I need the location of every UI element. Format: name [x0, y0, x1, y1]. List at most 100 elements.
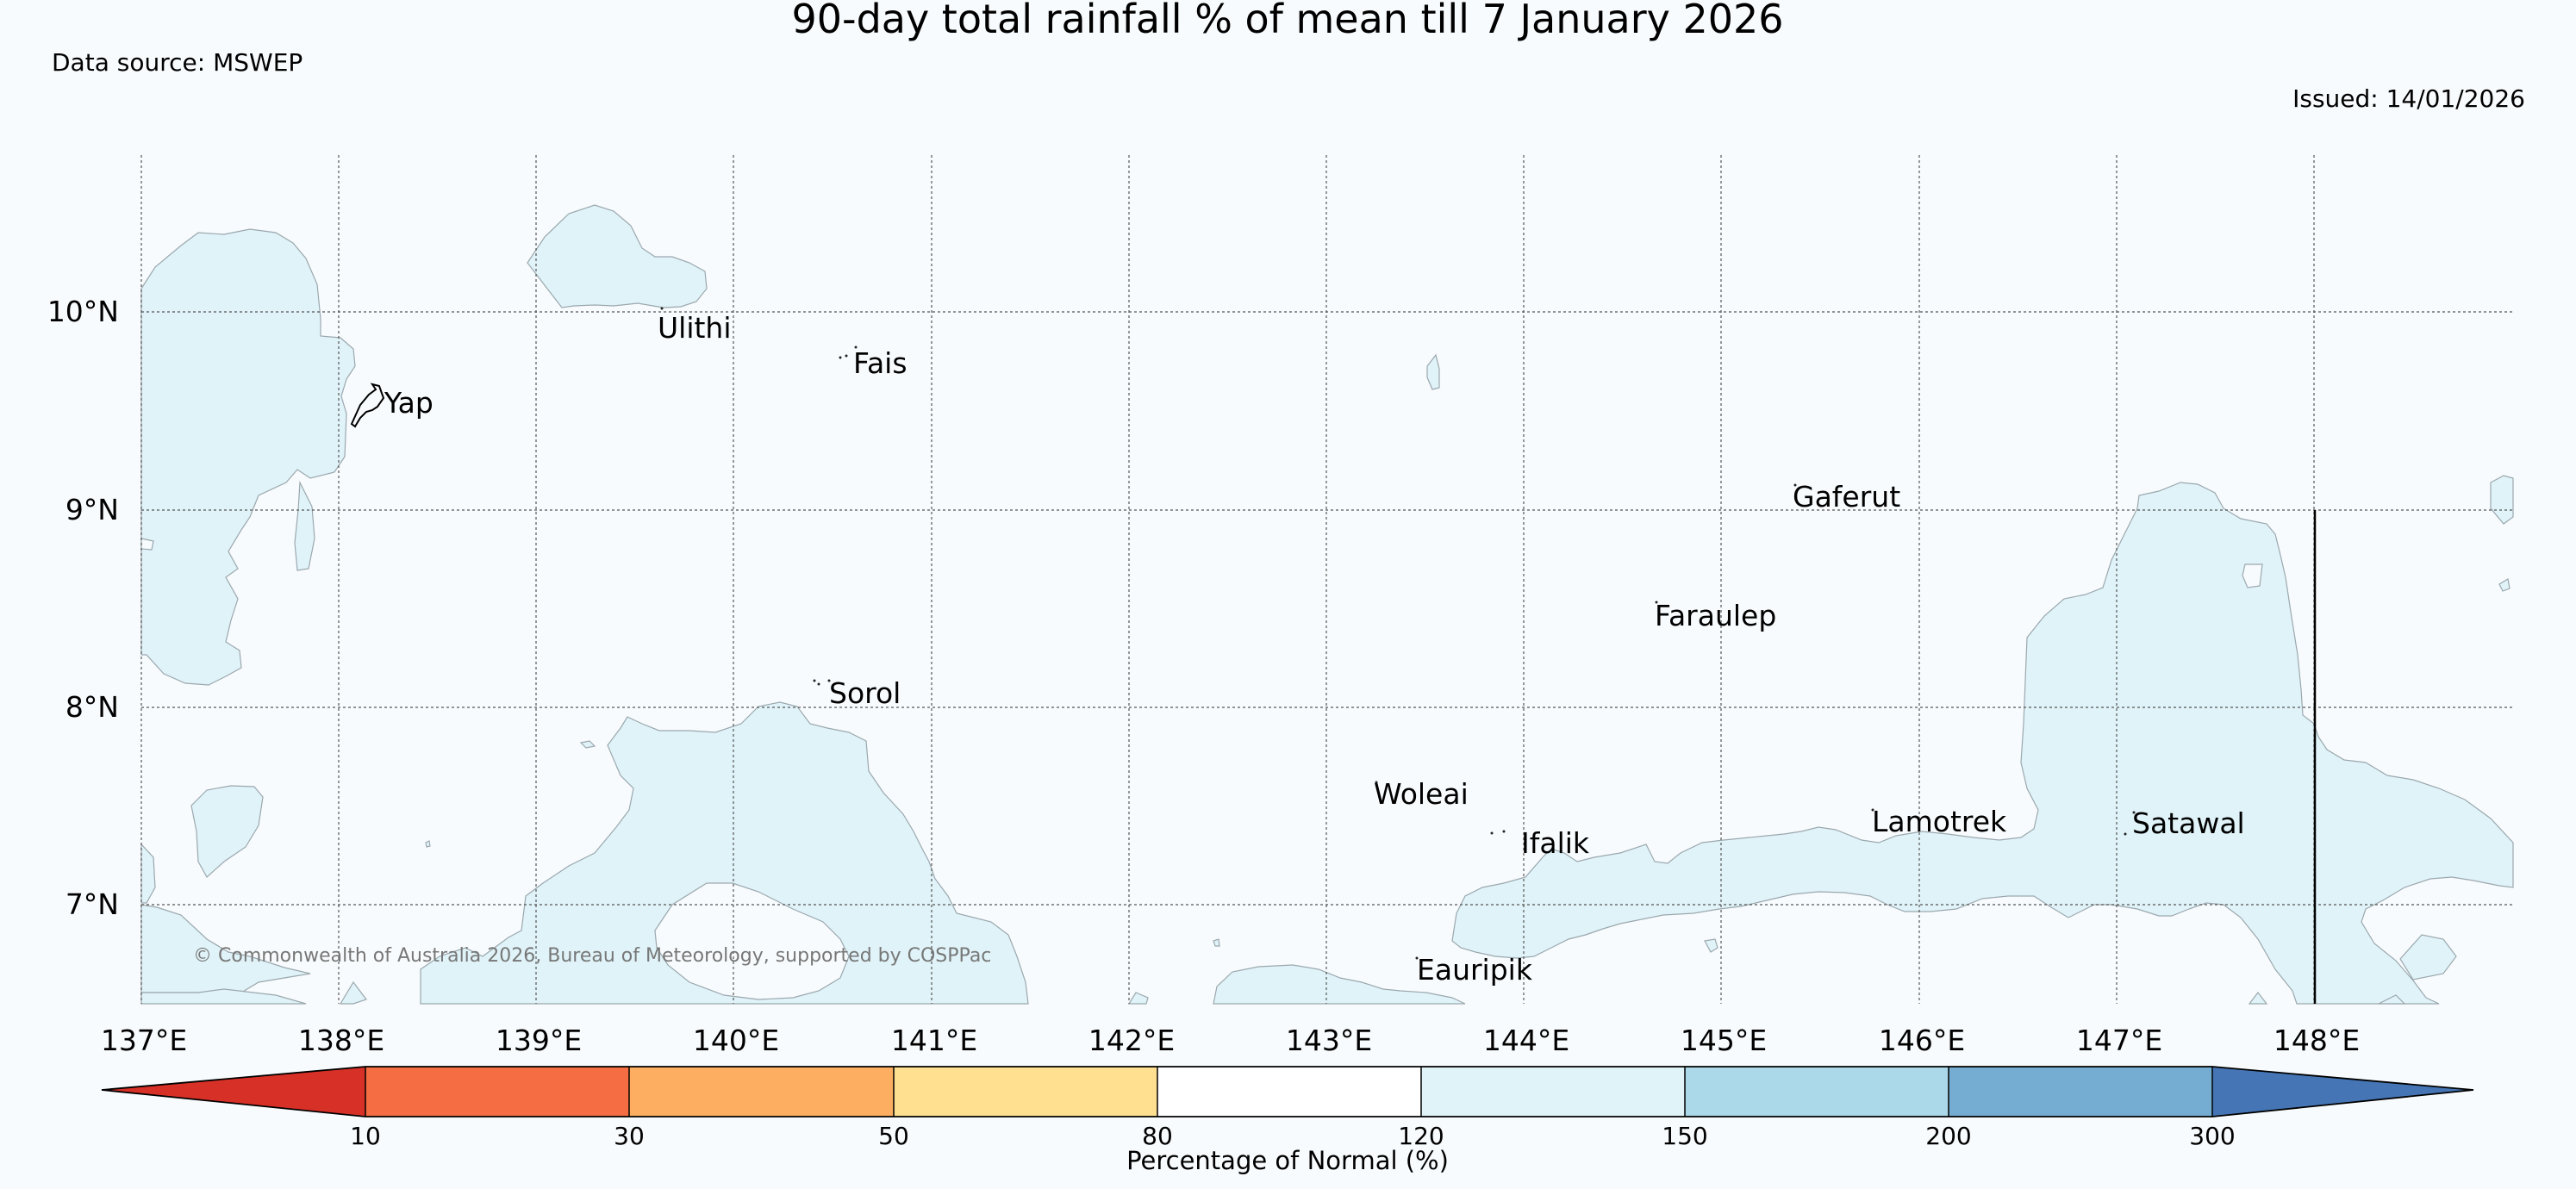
island-marker: [1415, 956, 1419, 960]
place-label-ifalik: Ifalik: [1521, 826, 1590, 860]
island-marker: [660, 307, 664, 310]
lon-label-138e: 138°E: [298, 1024, 384, 1057]
island-marker: [1502, 830, 1506, 833]
colorbar-dividers: [365, 1067, 2213, 1117]
tiny-patch: [579, 740, 596, 749]
shaded-region: [1451, 482, 2514, 1005]
place-label-faraulep: Faraulep: [1655, 599, 1776, 632]
lon-label-139e: 139°E: [496, 1024, 582, 1057]
island-marker: [1655, 601, 1658, 604]
island-marker: [817, 682, 820, 686]
shaded-region: [339, 980, 367, 1005]
shaded-region: [294, 480, 315, 571]
data-source-label: Data source: MSWEP: [52, 48, 303, 77]
shaded-region: [527, 204, 708, 308]
lon-label-146e: 146°E: [1879, 1024, 1965, 1057]
unshaded-hole: [654, 882, 850, 1000]
shaded-region: [190, 785, 264, 878]
island-marker: [827, 679, 831, 682]
graticule: [140, 155, 2513, 1004]
unshaded-hole: [2242, 563, 2263, 588]
colorbar-bin-10-30: [365, 1067, 629, 1117]
unshaded-hole: [140, 538, 154, 551]
lat-label-7n: 7°N: [65, 887, 119, 921]
shaded-region: [2378, 994, 2406, 1005]
island-marker: [813, 679, 816, 682]
island-marker: [845, 354, 848, 358]
lon-label-144e: 144°E: [1483, 1024, 1569, 1057]
colorbar-bin-below-10: [102, 1067, 365, 1117]
rainfall-120-150-layer: [140, 204, 2514, 1005]
shaded-region: [1426, 353, 1440, 390]
lon-label-145e: 145°E: [1681, 1024, 1767, 1057]
map-area: Ulithi Fais Yap Gaferut Faraulep Sorol W…: [140, 155, 2514, 1005]
colorbar-label: Percentage of Normal (%): [1126, 1146, 1449, 1175]
colorbar-tick-10: 10: [350, 1122, 381, 1150]
colorbar-bin-above-300: [2212, 1067, 2473, 1117]
lon-label-141e: 141°E: [891, 1024, 977, 1057]
place-label-yap: Yap: [384, 386, 433, 420]
lon-label-143e: 143°E: [1286, 1024, 1372, 1057]
longitude-labels: 137°E 138°E 139°E 140°E 141°E 142°E 143°…: [101, 1024, 2360, 1057]
colorbar-bin-80-120: [1157, 1067, 1421, 1117]
colorbar-tick-80: 80: [1142, 1122, 1173, 1150]
shaded-region: [140, 228, 356, 686]
island-marker: [839, 356, 842, 359]
colorbar-tick-120: 120: [1398, 1122, 1444, 1150]
lat-label-8n: 8°N: [65, 690, 119, 724]
island-markers: [660, 307, 2136, 960]
lat-label-9n: 9°N: [65, 493, 119, 526]
island-marker: [854, 345, 858, 349]
colorbar-bin-30-50: [629, 1067, 894, 1117]
island-marker: [1375, 781, 1378, 784]
shaded-region: [140, 843, 156, 904]
place-labels: Ulithi Fais Yap Gaferut Faraulep Sorol W…: [384, 311, 2245, 987]
shaded-region: [2498, 578, 2511, 592]
place-label-gaferut: Gaferut: [1793, 480, 1900, 514]
lon-label-147e: 147°E: [2076, 1024, 2162, 1057]
colorbar-bin-150-200: [1685, 1067, 1949, 1117]
shaded-region: [420, 701, 1029, 1005]
lon-label-148e: 148°E: [2273, 1024, 2360, 1057]
shaded-region: [1213, 964, 1466, 1005]
place-label-eauripik: Eauripik: [1417, 953, 1533, 987]
island-marker: [2124, 832, 2127, 836]
place-label-ulithi: Ulithi: [658, 311, 732, 345]
yap-island-outline: [350, 383, 385, 428]
map-title: 90-day total rainfall % of mean till 7 J…: [791, 0, 1783, 42]
colorbar-tick-labels: 10 30 50 80 120 150 200 300: [350, 1122, 2236, 1150]
issued-date-label: Issued: 14/01/2026: [2292, 84, 2525, 113]
copyright-notice: © Commonwealth of Australia 2026, Bureau…: [193, 945, 991, 967]
colorbar-tick-30: 30: [614, 1122, 645, 1150]
shaded-region: [2248, 992, 2268, 1005]
lat-label-10n: 10°N: [47, 295, 119, 328]
shaded-region: [2490, 475, 2514, 525]
shaded-region: [2399, 934, 2457, 980]
tiny-patch: [425, 840, 431, 848]
lon-label-140e: 140°E: [693, 1024, 779, 1057]
colorbar-bin-120-150: [1421, 1067, 1685, 1117]
colorbar-tick-150: 150: [1662, 1122, 1707, 1150]
colorbar-bin-50-80: [894, 1067, 1157, 1117]
colorbar-tick-50: 50: [878, 1122, 909, 1150]
colorbar: 10 30 50 80 120 150 200 300 Percentage o…: [101, 1066, 2474, 1175]
place-label-sorol: Sorol: [829, 676, 901, 710]
latitude-labels: 10°N 9°N 8°N 7°N: [47, 295, 119, 921]
island-marker: [2132, 811, 2136, 814]
shaded-region: [1704, 938, 1718, 953]
shaded-region: [1127, 992, 1149, 1005]
lon-label-137e: 137°E: [101, 1024, 187, 1057]
place-label-satawal: Satawal: [2132, 806, 2245, 840]
island-marker: [1871, 808, 1874, 812]
tiny-patch: [1213, 938, 1220, 947]
island-marker: [1490, 831, 1494, 835]
place-label-lamotrek: Lamotrek: [1872, 805, 2007, 838]
place-label-fais: Fais: [853, 346, 908, 380]
colorbar-tick-300: 300: [2189, 1122, 2235, 1150]
colorbar-bin-200-300: [1949, 1067, 2212, 1117]
place-label-woleai: Woleai: [1374, 777, 1469, 811]
unshaded-holes: [140, 538, 2263, 1000]
colorbar-tick-200: 200: [1925, 1122, 1971, 1150]
lon-label-142e: 142°E: [1088, 1024, 1175, 1057]
